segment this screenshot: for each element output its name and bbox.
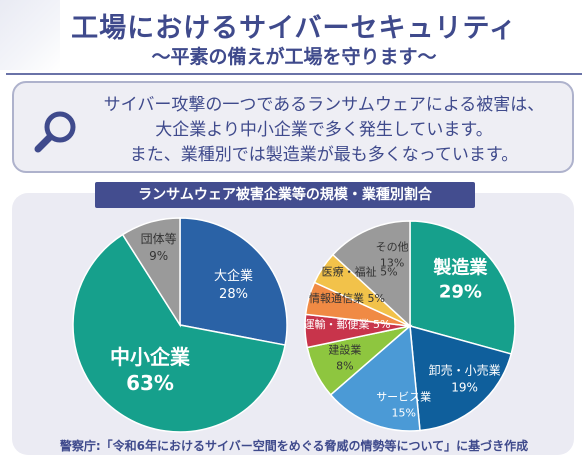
pie1-value-label-0: 28%	[219, 287, 248, 302]
pie2-slice-2	[329, 324, 421, 432]
pie2-label-4: 運輸・郵便業 5%	[304, 317, 391, 331]
pie2-slice-0	[409, 220, 516, 355]
summary-callout: サイバー攻撃の一つであるランサムウェアによる被害は、 大企業より中小企業で多く発…	[12, 81, 574, 173]
page-subtitle: ～平素の備えが工場を守ります～	[151, 46, 437, 68]
pie2-value-label-7: 13%	[380, 257, 404, 270]
pie2-value-label-3: 8%	[336, 359, 353, 372]
magnifier-icon	[34, 111, 76, 153]
pie1-slice-2	[121, 217, 181, 328]
source-note: 警察庁:「令和6年におけるサイバー空間をめぐる脅威の情勢等について」に基づき作成	[59, 439, 529, 453]
pie1-value-label-1: 63%	[126, 371, 174, 395]
background-decoration	[0, 0, 60, 70]
pie1-category-label-0: 大企業	[214, 268, 253, 284]
callout-line: 大企業より中小企業で多く発生しています。	[155, 120, 493, 140]
callout-line: サイバー攻撃の一つであるランサムウェアによる被害は、	[103, 95, 545, 115]
page-title: 工場におけるサイバーセキュリティ	[71, 13, 517, 44]
title-divider	[6, 73, 582, 75]
pie1-category-label-2: 団体等	[141, 232, 177, 246]
pie1-value-label-2: 9%	[149, 249, 168, 263]
pie1-slice-1	[72, 233, 286, 433]
pie2-value-label-2: 15%	[391, 407, 415, 420]
pie2-category-label-3: 建設業	[328, 342, 361, 356]
pie2-category-label-7: その他	[376, 241, 409, 254]
pie2-slice-1	[409, 324, 513, 432]
pie2-category-label-1: 卸売・小売業	[429, 362, 501, 377]
callout-line: また、業種別では製造業が最も多くなっています。	[129, 145, 519, 165]
pie2-category-label-0: 製造業	[432, 257, 488, 279]
chart-panel-header: ランサムウェア被害企業等の規模・業種別割合	[95, 182, 475, 208]
pie2-label-6: 医療・福祉 5%	[322, 265, 398, 279]
pie2-category-label-2: サービス業	[376, 391, 431, 404]
pie2-value-label-1: 19%	[451, 380, 478, 394]
callout-text: サイバー攻撃の一つであるランサムウェアによる被害は、 大企業より中小企業で多く発…	[86, 93, 562, 168]
pie1-slice-0	[179, 217, 288, 346]
pie2-slice-7	[331, 220, 411, 328]
pie2-label-5: 情報通信業 5%	[309, 292, 385, 305]
pie1-category-label-1: 中小企業	[110, 345, 191, 369]
pie2-value-label-0: 29%	[439, 282, 482, 303]
